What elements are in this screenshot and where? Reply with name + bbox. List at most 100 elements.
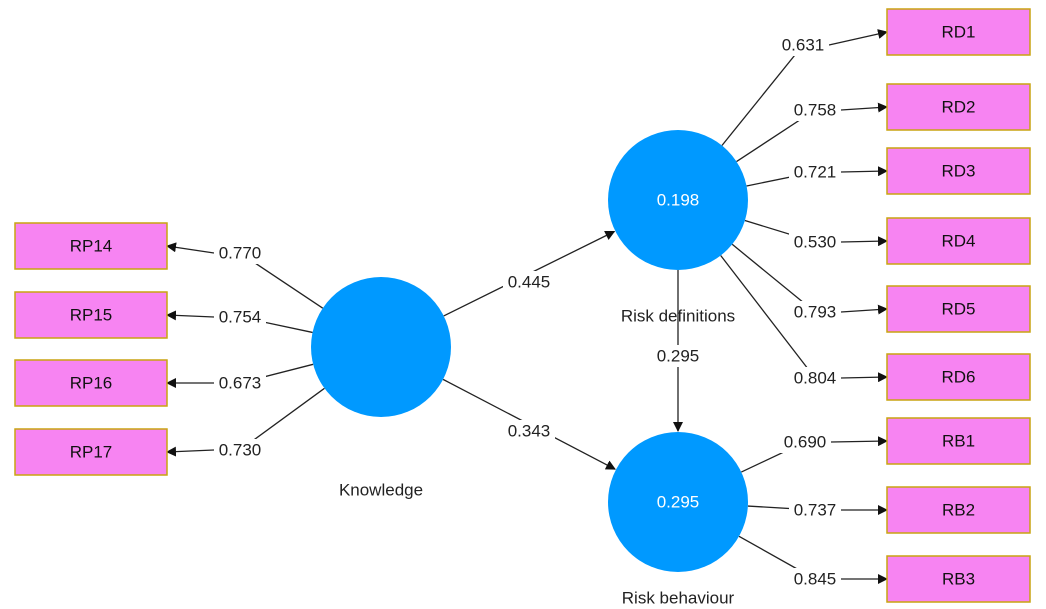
construct-circle-risk-behaviour[interactable] bbox=[608, 432, 748, 572]
indicator-label-rd5: RD5 bbox=[941, 300, 975, 319]
indicator-box-rp17[interactable] bbox=[14, 428, 168, 476]
construct-risk-definitions[interactable]: 0.198 bbox=[608, 130, 748, 270]
loading-label-rp15-background bbox=[214, 306, 266, 328]
indicator-box-rb1[interactable] bbox=[886, 417, 1031, 465]
path-coefficient-risk-definitions-risk-behaviour-background bbox=[652, 345, 704, 367]
path-coefficient-knowledge-risk-behaviour: 0.343 bbox=[508, 422, 551, 441]
indicator-rb1[interactable]: RB1 bbox=[886, 417, 1031, 465]
indicator-rd5[interactable]: RD5 bbox=[886, 285, 1031, 333]
loading-label-rd6-group: 0.804 bbox=[789, 367, 841, 389]
path-coefficient-risk-definitions-risk-behaviour-group: 0.295 bbox=[652, 345, 704, 367]
loading-label-rb1-group: 0.690 bbox=[779, 431, 831, 453]
indicator-box-rd1[interactable] bbox=[886, 8, 1031, 56]
loading-label-rd2-background bbox=[789, 99, 841, 121]
indicator-rd6[interactable]: RD6 bbox=[886, 353, 1031, 401]
indicator-rd1[interactable]: RD1 bbox=[886, 8, 1031, 56]
loading-edge-rd6 bbox=[720, 255, 816, 379]
construct-name-risk-definitions: Risk definitions bbox=[621, 307, 735, 326]
loading-label-rb3-group: 0.845 bbox=[789, 568, 841, 590]
loading-label-rd2: 0.758 bbox=[794, 101, 837, 120]
loading-arrow-rd2 bbox=[840, 102, 888, 113]
indicator-rb2[interactable]: RB2 bbox=[886, 486, 1031, 534]
indicator-box-rp14[interactable] bbox=[14, 222, 168, 270]
loading-label-rd6-background bbox=[789, 367, 841, 389]
loading-label-rd4-background bbox=[789, 231, 841, 253]
indicator-box-rp15[interactable] bbox=[14, 291, 168, 339]
indicator-box-rd2[interactable] bbox=[886, 83, 1031, 131]
indicator-label-rd1: RD1 bbox=[941, 23, 975, 42]
loading-label-rd3-background bbox=[789, 161, 841, 183]
path-coefficient-knowledge-risk-behaviour-group: 0.343 bbox=[503, 420, 555, 442]
indicator-rb3[interactable]: RB3 bbox=[886, 555, 1031, 603]
loading-arrow-rb1 bbox=[830, 436, 888, 447]
indicator-box-rp16[interactable] bbox=[14, 359, 168, 407]
loading-label-rd5-background bbox=[789, 301, 841, 323]
loading-edge-rd5 bbox=[731, 243, 816, 313]
indicator-label-rd2: RD2 bbox=[941, 98, 975, 117]
indicator-rd3[interactable]: RD3 bbox=[886, 147, 1031, 195]
construct-circle-knowledge[interactable] bbox=[311, 277, 451, 417]
indicator-rd2[interactable]: RD2 bbox=[886, 83, 1031, 131]
indicator-rp17[interactable]: RP17 bbox=[14, 428, 168, 476]
loading-label-rd3: 0.721 bbox=[794, 163, 837, 182]
indicator-rp14[interactable]: RP14 bbox=[14, 222, 168, 270]
loading-label-rb2: 0.737 bbox=[794, 501, 837, 520]
edges-layer bbox=[166, 29, 888, 584]
construct-r2-risk-behaviour: 0.295 bbox=[657, 493, 700, 512]
loading-label-rp15: 0.754 bbox=[219, 308, 262, 327]
indicator-rd4[interactable]: RD4 bbox=[886, 217, 1031, 265]
construct-risk-behaviour[interactable]: 0.295 bbox=[608, 432, 748, 572]
indicator-box-rd6[interactable] bbox=[886, 353, 1031, 401]
construct-circle-risk-definitions[interactable] bbox=[608, 130, 748, 270]
loading-arrow-rd5 bbox=[840, 304, 888, 315]
indicator-box-rd4[interactable] bbox=[886, 217, 1031, 265]
indicator-rp15[interactable]: RP15 bbox=[14, 291, 168, 339]
loading-arrow-rd3 bbox=[840, 166, 888, 177]
construct-name-knowledge: Knowledge bbox=[339, 481, 423, 500]
loading-arrow-rd6 bbox=[840, 372, 888, 383]
loading-label-rp14-background bbox=[214, 242, 266, 264]
indicator-box-rd3[interactable] bbox=[886, 147, 1031, 195]
loading-label-rb1: 0.690 bbox=[784, 433, 827, 452]
loading-label-rd2-group: 0.758 bbox=[789, 99, 841, 121]
loading-edge-rd1 bbox=[721, 44, 804, 146]
indicator-label-rd4: RD4 bbox=[941, 232, 975, 251]
indicator-label-rp17: RP17 bbox=[70, 443, 113, 462]
indicator-label-rp16: RP16 bbox=[70, 374, 113, 393]
loading-label-rp14-group: 0.770 bbox=[214, 242, 266, 264]
indicator-label-rb3: RB3 bbox=[942, 570, 975, 589]
loading-label-rd3-group: 0.721 bbox=[789, 161, 841, 183]
path-coefficient-knowledge-risk-definitions: 0.445 bbox=[508, 273, 551, 292]
loading-label-rd4-group: 0.530 bbox=[789, 231, 841, 253]
indicator-rp16[interactable]: RP16 bbox=[14, 359, 168, 407]
indicator-label-rb2: RB2 bbox=[942, 501, 975, 520]
indicator-box-rb3[interactable] bbox=[886, 555, 1031, 603]
loading-label-rb2-background bbox=[789, 499, 841, 521]
loading-label-rd1-group: 0.631 bbox=[777, 34, 829, 56]
loading-arrow-rp15 bbox=[166, 310, 215, 321]
indicator-box-rb2[interactable] bbox=[886, 486, 1031, 534]
construct-name-risk-behaviour: Risk behaviour bbox=[622, 589, 735, 608]
loading-arrow-rp17 bbox=[166, 446, 215, 457]
indicator-label-rp15: RP15 bbox=[70, 306, 113, 325]
path-coefficient-knowledge-risk-behaviour-background bbox=[503, 420, 555, 442]
loading-label-rp17-background bbox=[214, 439, 266, 461]
loading-label-rb2-group: 0.737 bbox=[789, 499, 841, 521]
loading-label-rp16: 0.673 bbox=[219, 374, 262, 393]
loading-label-rp16-background bbox=[214, 372, 266, 394]
indicator-box-rd5[interactable] bbox=[886, 285, 1031, 333]
loading-label-rd5-group: 0.793 bbox=[789, 301, 841, 323]
path-coefficient-knowledge-risk-definitions-background bbox=[503, 271, 555, 293]
construct-knowledge[interactable] bbox=[311, 277, 451, 417]
loading-label-rd6: 0.804 bbox=[794, 369, 837, 388]
path-coefficient-knowledge-risk-definitions-group: 0.445 bbox=[503, 271, 555, 293]
loading-arrow-rd1 bbox=[828, 29, 888, 46]
labels-layer: 0.770 0.754 0.673 0.730 0.631 0.758 0.721 0.530… bbox=[214, 34, 841, 608]
loading-label-rb3-background bbox=[789, 568, 841, 590]
indicator-label-rp14: RP14 bbox=[70, 237, 113, 256]
indicator-label-rd3: RD3 bbox=[941, 162, 975, 181]
loading-label-rp16-group: 0.673 bbox=[214, 372, 266, 394]
loading-label-rb3: 0.845 bbox=[794, 570, 837, 589]
